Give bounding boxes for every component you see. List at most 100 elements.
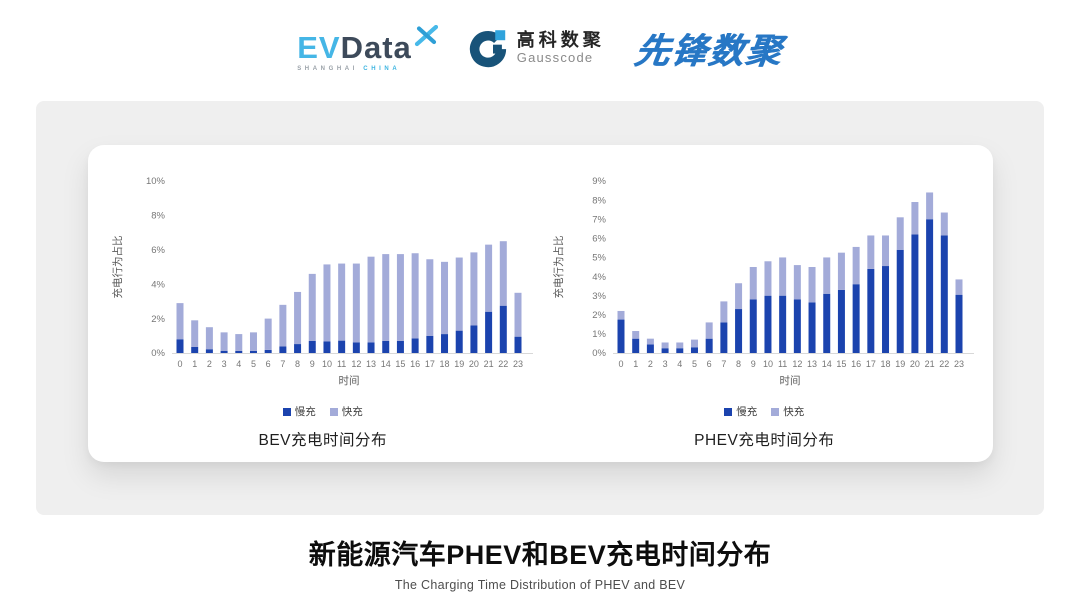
page-title: 新能源汽车PHEV和BEV充电时间分布 [308,540,772,570]
svg-text:3: 3 [663,359,668,369]
svg-text:18: 18 [439,359,449,369]
legend-label: 快充 [783,406,805,418]
bev-chart-block: 0% 2% 4% 6% 8% 10% 0 1 2 3 4 5 6 7 8 9 10 11 12 13 14 15 16 17 1… [102,165,544,462]
svg-text:4: 4 [678,359,683,369]
svg-text:6%: 6% [593,234,607,245]
svg-text:2%: 2% [593,310,607,321]
svg-text:充电行为占比: 充电行为占比 [552,236,565,299]
svg-text:19: 19 [895,359,905,369]
svg-text:17: 17 [866,359,876,369]
svg-text:7: 7 [280,359,285,369]
gausscode-logo: 高科数聚 Gausscode [468,28,605,68]
svg-text:时间: 时间 [338,374,359,387]
evdata-logo: EV Data SHANGHAI CHINA [297,24,438,72]
phev-chart-legend: 慢充 快充 [724,404,804,419]
svg-text:9%: 9% [593,176,607,187]
gausscode-cn-text: 高科数聚 [516,30,605,51]
svg-text:6: 6 [707,359,712,369]
svg-text:2: 2 [648,359,653,369]
legend-label: 慢充 [736,406,758,418]
svg-text:0%: 0% [593,348,607,359]
phev-chart-block: 0% 1% 2% 3% 4% 5% 6% 7% 8% 9% 0 1 2 3 4 5 6 7 8 9 10 11 12 13 14… [544,165,986,462]
evdata-subtext: SHANGHAI CHINA [297,66,438,72]
svg-text:3: 3 [221,359,226,369]
svg-text:17: 17 [425,359,435,369]
svg-text:时间: 时间 [780,374,801,387]
svg-text:5: 5 [692,359,697,369]
svg-text:7: 7 [722,359,727,369]
svg-text:13: 13 [807,359,817,369]
svg-text:5%: 5% [593,253,607,264]
legend-item: 慢充 [282,404,316,419]
legend-item: 慢充 [724,404,757,419]
evdata-subtext-china: CHINA [363,65,401,72]
svg-text:8%: 8% [593,195,607,206]
svg-text:5: 5 [251,359,256,369]
legend-swatch [724,407,733,416]
legend-swatch [329,407,338,416]
legend-item: 快充 [771,404,804,419]
svg-text:19: 19 [454,359,464,369]
evdata-x-icon [414,24,438,46]
charts-card: 0% 2% 4% 6% 8% 10% 0 1 2 3 4 5 6 7 8 9 10 11 12 13 14 15 16 17 1… [88,145,993,462]
svg-text:18: 18 [881,359,891,369]
svg-text:8: 8 [736,359,741,369]
svg-text:22: 22 [940,359,950,369]
svg-text:12: 12 [793,359,803,369]
footer: 新能源汽车PHEV和BEV充电时间分布 The Charging Time Di… [0,533,1080,592]
svg-text:13: 13 [366,359,376,369]
legend-item: 快充 [329,404,363,419]
svg-text:11: 11 [778,359,787,369]
svg-text:4%: 4% [151,279,165,290]
svg-text:4: 4 [236,359,241,369]
svg-text:21: 21 [925,359,935,369]
legend-label: 慢充 [294,406,316,418]
svg-text:11: 11 [337,359,346,369]
legend-swatch [282,407,291,416]
bev-chart-title: BEV充电时间分布 [258,432,387,449]
bev-chart-plot: 0% 2% 4% 6% 8% 10% 0 1 2 3 4 5 6 7 8 9 10 11 12 13 14 15 16 17 1… [108,165,538,402]
evdata-data-text: Data [340,29,412,65]
svg-text:10%: 10% [146,176,166,187]
charts-panel: 0% 2% 4% 6% 8% 10% 0 1 2 3 4 5 6 7 8 9 10 11 12 13 14 15 16 17 1… [36,101,1044,515]
svg-text:2: 2 [207,359,212,369]
phev-chart-plot: 0% 1% 2% 3% 4% 5% 6% 7% 8% 9% 0 1 2 3 4 5 6 7 8 9 10 11 12 13 14… [549,165,979,402]
svg-text:22: 22 [498,359,508,369]
svg-text:23: 23 [513,359,523,369]
xianfeng-shuju-logo: 先锋数聚 [631,31,786,71]
svg-text:14: 14 [822,359,832,369]
svg-text:20: 20 [469,359,479,369]
svg-text:8: 8 [295,359,300,369]
legend-swatch [771,407,780,416]
svg-text:16: 16 [851,359,861,369]
svg-text:0: 0 [619,359,624,369]
svg-text:8%: 8% [151,211,165,222]
svg-text:6%: 6% [151,245,165,256]
header-logos: EV Data SHANGHAI CHINA 高科数聚 Gausscode [0,12,1080,84]
svg-text:0%: 0% [151,348,165,359]
svg-text:9: 9 [751,359,756,369]
gausscode-en-text: Gausscode [516,49,594,65]
gausscode-text: 高科数聚 Gausscode [517,30,605,66]
gausscode-g-icon [469,30,506,68]
svg-text:0: 0 [177,359,182,369]
svg-text:21: 21 [483,359,493,369]
svg-text:15: 15 [837,359,847,369]
phev-chart-title: PHEV充电时间分布 [694,432,835,449]
svg-text:7%: 7% [593,214,607,225]
svg-text:15: 15 [395,359,405,369]
svg-text:16: 16 [410,359,420,369]
evdata-ev-text: EV [297,29,341,65]
svg-text:1: 1 [633,359,638,369]
svg-text:20: 20 [910,359,920,369]
svg-text:3%: 3% [593,291,607,302]
evdata-wordmark: EV Data [297,24,438,65]
svg-text:充电行为占比: 充电行为占比 [111,236,124,299]
svg-text:9: 9 [310,359,315,369]
bev-chart-legend: 慢充 快充 [282,404,363,419]
svg-text:6: 6 [265,359,270,369]
legend-label: 快充 [341,406,363,418]
svg-text:10: 10 [322,359,332,369]
evdata-subtext-shanghai: SHANGHAI [297,65,359,72]
